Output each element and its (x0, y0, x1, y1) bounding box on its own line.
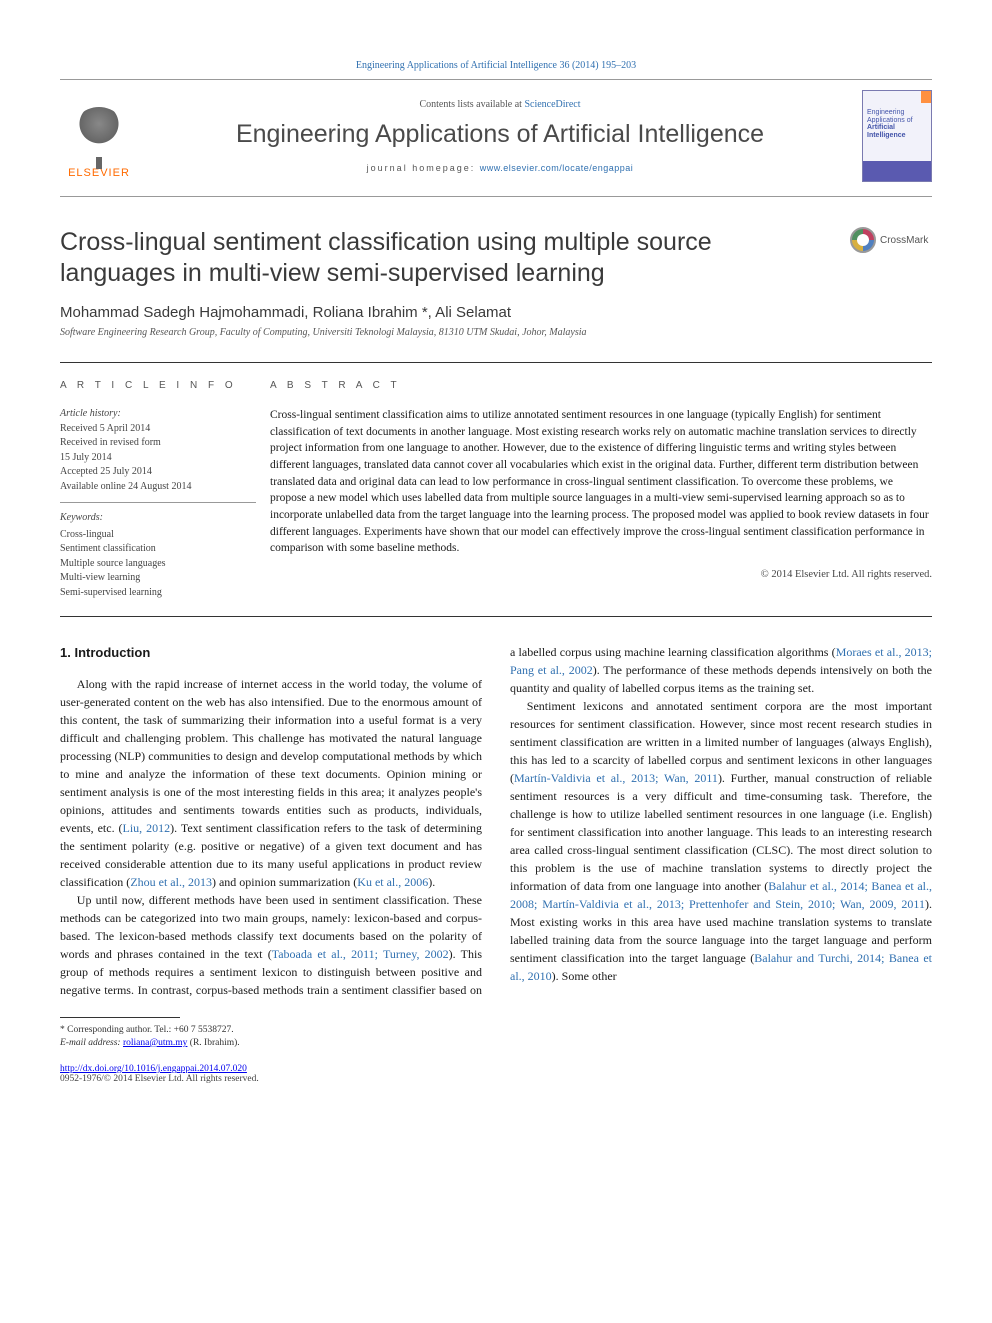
sciencedirect-link[interactable]: ScienceDirect (524, 99, 580, 110)
citation-link[interactable]: Zhou et al., 2013 (130, 875, 212, 889)
authors-text: Mohammad Sadegh Hajmohammadi, Roliana Ib… (60, 304, 511, 321)
keywords-label: Keywords: (60, 511, 256, 526)
email-label: E-mail address: (60, 1038, 123, 1048)
journal-header: ELSEVIER Contents lists available at Sci… (60, 79, 932, 197)
cover-subtitle: Engineering Applications of (867, 109, 913, 124)
journal-cover-thumbnail: Engineering Applications of Artificial I… (862, 90, 932, 182)
keyword: Sentiment classification (60, 542, 256, 557)
info-abstract-row: A R T I C L E I N F O Article history: R… (60, 362, 932, 618)
contents-available-line: Contents lists available at ScienceDirec… (152, 99, 848, 110)
article-history-block: Article history: Received 5 April 2014 R… (60, 407, 256, 503)
footnote-separator (60, 1017, 180, 1018)
keyword: Semi-supervised learning (60, 586, 256, 601)
body-text: Along with the rapid increase of interne… (60, 677, 482, 835)
abstract-text: Cross-lingual sentiment classification a… (270, 407, 932, 557)
article-info-heading: A R T I C L E I N F O (60, 379, 256, 394)
body-text: ). Further, manual construction of relia… (510, 771, 932, 893)
history-line: Received 5 April 2014 (60, 422, 256, 437)
cover-title-text: Engineering Applications of Artificial I… (867, 109, 927, 140)
section-heading-intro: 1. Introduction (60, 643, 482, 663)
title-row: Cross-lingual sentiment classification u… (60, 227, 932, 290)
cover-main-title: Artificial Intelligence (867, 124, 906, 139)
doi-link[interactable]: http://dx.doi.org/10.1016/j.engappai.201… (60, 1064, 247, 1074)
footer-meta: http://dx.doi.org/10.1016/j.engappai.201… (60, 1064, 932, 1084)
history-line: Received in revised form (60, 436, 256, 451)
history-line: Available online 24 August 2014 (60, 480, 256, 495)
history-line: Accepted 25 July 2014 (60, 465, 256, 480)
email-suffix: (R. Ibrahim). (187, 1038, 239, 1048)
keyword: Cross-lingual (60, 528, 256, 543)
keyword: Multi-view learning (60, 571, 256, 586)
article-body: 1. Introduction Along with the rapid inc… (60, 643, 932, 999)
contents-prefix: Contents lists available at (419, 99, 524, 110)
body-text: ) and opinion summarization ( (212, 875, 357, 889)
authors-line: Mohammad Sadegh Hajmohammadi, Roliana Ib… (60, 304, 932, 321)
article-info-panel: A R T I C L E I N F O Article history: R… (60, 363, 270, 617)
abstract-heading: A B S T R A C T (270, 379, 932, 394)
abstract-panel: A B S T R A C T Cross-lingual sentiment … (270, 363, 932, 617)
citation-link[interactable]: Ku et al., 2006 (357, 875, 428, 889)
elsevier-logo: ELSEVIER (60, 93, 138, 179)
cover-corner-icon (921, 91, 931, 103)
article-title: Cross-lingual sentiment classification u… (60, 227, 830, 290)
crossmark-badge[interactable]: CrossMark (850, 227, 932, 253)
history-label: Article history: (60, 407, 256, 422)
abstract-copyright: © 2014 Elsevier Ltd. All rights reserved… (270, 567, 932, 582)
citation-link[interactable]: Liu, 2012 (123, 821, 171, 835)
footnotes-block: * Corresponding author. Tel.: +60 7 5538… (60, 1024, 932, 1051)
crossmark-icon (850, 227, 876, 253)
homepage-prefix: journal homepage: (367, 163, 480, 173)
journal-name: Engineering Applications of Artificial I… (152, 120, 848, 149)
affiliation-line: Software Engineering Research Group, Fac… (60, 327, 932, 338)
crossmark-label: CrossMark (880, 235, 928, 246)
elsevier-tree-icon (71, 107, 127, 163)
email-line: E-mail address: roliana@utm.my (R. Ibrah… (60, 1037, 932, 1050)
citation-link[interactable]: Taboada et al., 2011; Turney, 2002 (272, 947, 449, 961)
keyword: Multiple source languages (60, 557, 256, 572)
body-text: ). Some other (552, 969, 617, 983)
citation-header: Engineering Applications of Artificial I… (60, 60, 932, 71)
body-paragraph: Along with the rapid increase of interne… (60, 675, 482, 891)
email-link[interactable]: roliana@utm.my (123, 1038, 187, 1048)
issn-copyright-line: 0952-1976/© 2014 Elsevier Ltd. All right… (60, 1074, 932, 1084)
body-paragraph: Sentiment lexicons and annotated sentime… (510, 697, 932, 985)
body-text: ). (428, 875, 435, 889)
header-center: Contents lists available at ScienceDirec… (152, 99, 848, 173)
journal-homepage-link[interactable]: www.elsevier.com/locate/engappai (480, 163, 634, 173)
corresponding-author-note: * Corresponding author. Tel.: +60 7 5538… (60, 1024, 932, 1037)
journal-homepage-line: journal homepage: www.elsevier.com/locat… (152, 163, 848, 173)
citation-link[interactable]: Martín-Valdivia et al., 2013; Wan, 2011 (514, 771, 718, 785)
history-line: 15 July 2014 (60, 451, 256, 466)
